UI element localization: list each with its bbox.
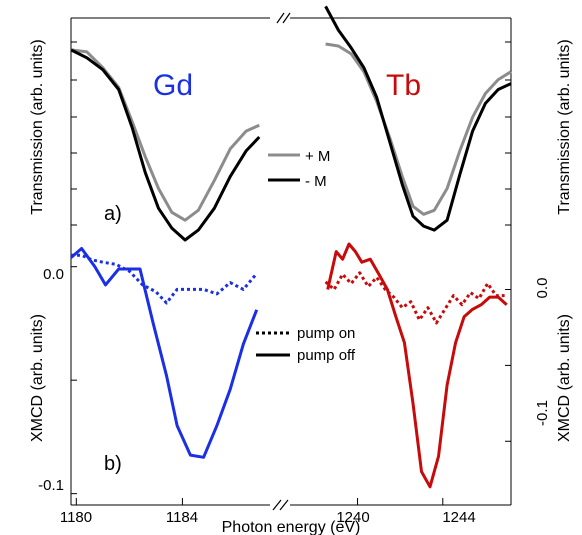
element-label-gd: Gd <box>153 69 193 102</box>
element-label-tb: Tb <box>386 69 421 102</box>
line-b-right-pump-off <box>326 242 508 489</box>
line-a-right-plus-m <box>325 42 512 216</box>
line-b-right-pump-on <box>324 271 505 325</box>
panel-a-lines <box>70 5 512 242</box>
axis-break-mark-bottom-2 <box>279 499 289 511</box>
x-tick-label-1184: 1184 <box>166 509 198 526</box>
panel-label-b: b) <box>104 453 122 475</box>
panel-b-lines <box>70 242 508 489</box>
y-tick-label-right-0: 0.0 <box>534 278 551 299</box>
x-tick-label-1244: 1244 <box>442 509 475 526</box>
line-b-left-pump-off <box>70 247 259 459</box>
y-tick-label-right-neg01: -0.1 <box>534 400 551 426</box>
axis-break-mark-top-2 <box>282 12 291 24</box>
legend-label-plus-m: + M <box>305 148 330 165</box>
y-axis-title-bottom-left: XMCD (arb. units) <box>29 314 46 442</box>
axes-frames <box>70 12 512 511</box>
line-b-left-pump-on <box>71 253 258 305</box>
y-axis-title-top-right: Transmission (arb. units) <box>556 39 573 214</box>
y-axis-title-top-left: Transmission (arb. units) <box>29 39 46 214</box>
axis-ticks <box>71 41 511 505</box>
x-tick-label-1180: 1180 <box>60 509 92 526</box>
axis-break-mark-bottom-1 <box>272 499 282 511</box>
axis-break-mark-top-1 <box>276 12 285 24</box>
line-a-left-minus-m <box>70 48 261 242</box>
x-tick-label-1240: 1240 <box>336 509 369 526</box>
line-a-right-minus-m <box>324 5 512 232</box>
y-tick-label-left-0: 0.0 <box>43 266 64 283</box>
y-tick-label-left-neg01: -0.1 <box>38 477 64 494</box>
legend-label-pump-off: pump off <box>297 347 356 364</box>
legend-label-minus-m: - M <box>305 173 327 190</box>
x-axis-title: Photon energy (eV) <box>222 519 361 535</box>
legend-label-pump-on: pump on <box>297 325 355 342</box>
panel-label-a: a) <box>104 203 122 225</box>
y-axis-title-bottom-right: XMCD (arb. units) <box>556 314 573 442</box>
